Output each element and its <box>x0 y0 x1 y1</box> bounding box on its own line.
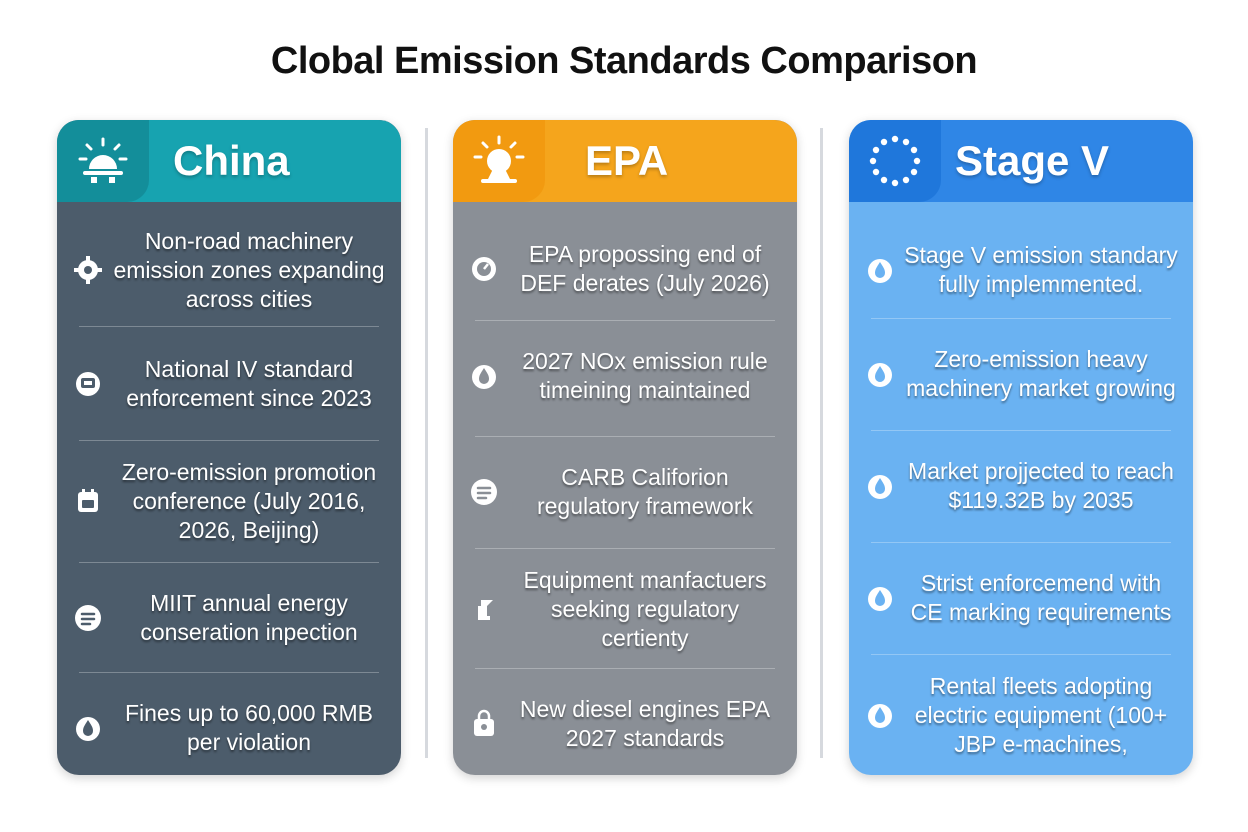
column-separator <box>425 128 428 758</box>
item-text: Zero-emission promotion conference (July… <box>121 458 377 543</box>
divider <box>79 440 379 441</box>
divider <box>871 430 1171 431</box>
item-text: Equipment manfactuers seeking regulatory… <box>523 566 767 651</box>
item-text: Fines up to 60,000 RMB per violation <box>124 700 374 755</box>
item-text: Rental fleets adopting electric equipmen… <box>914 672 1168 757</box>
drop-icon <box>863 469 897 503</box>
list-item: Rental fleets adopting electric equipmen… <box>863 660 1179 770</box>
divider <box>475 668 775 669</box>
list-item: Non-road machinery emission zones expand… <box>71 220 387 320</box>
cog-icon <box>71 253 105 287</box>
eu-stars-icon <box>869 135 921 187</box>
column-title: Stage V <box>955 137 1110 184</box>
list-item: MIIT annual energy conseration inpection <box>71 568 387 668</box>
list-item: Market projjected to reach $119.32B by 2… <box>863 436 1179 536</box>
item-text: MIIT annual energy conseration inpection <box>140 590 358 645</box>
divider <box>475 436 775 437</box>
drop-icon <box>71 711 105 745</box>
header-icon-tab <box>453 120 545 202</box>
divider <box>871 542 1171 543</box>
list-item: Equipment manfactuers seeking regulatory… <box>467 554 783 664</box>
column-stage-v: Stage V Stage V emission standary fully … <box>849 120 1193 775</box>
column-header: China <box>57 120 401 202</box>
column-header: EPA <box>453 120 797 202</box>
column-separator <box>820 128 823 758</box>
page-title: Clobal Emission Standards Comparison <box>270 40 978 82</box>
badge-icon <box>71 367 105 401</box>
drop-icon <box>467 359 501 393</box>
document-icon <box>71 601 105 635</box>
divider <box>871 654 1171 655</box>
column-title: EPA <box>585 137 669 184</box>
calendar-icon <box>71 484 105 518</box>
divider <box>475 548 775 549</box>
column-china: China Non-road machinery emission zones … <box>57 120 401 775</box>
divider <box>79 562 379 563</box>
column-title: China <box>173 137 290 184</box>
list-item: Zero-emission promotion conference (July… <box>71 446 387 556</box>
item-text: CARB Califorion regulatory framework <box>536 464 754 519</box>
list-item: New diesel engines EPA 2027 standards <box>467 674 783 774</box>
drop-icon <box>863 581 897 615</box>
column-epa: EPA EPA propossing end of DEF derates (J… <box>453 120 797 775</box>
divider <box>79 672 379 673</box>
divider <box>79 326 379 327</box>
divider <box>475 320 775 321</box>
item-text: Stage V emission standary fully implemme… <box>904 242 1178 297</box>
list-item: Stage V emission standary fully implemme… <box>863 222 1179 318</box>
item-text: EPA propossing end of DEF derates (July … <box>520 241 770 296</box>
list-item: 2027 NOx emission rule timeining maintai… <box>467 326 783 426</box>
divider <box>871 318 1171 319</box>
header-icon-tab <box>57 120 149 202</box>
item-text: Zero-emission heavy machinery market gro… <box>906 346 1176 401</box>
list-item: Fines up to 60,000 RMB per violation <box>71 678 387 775</box>
item-text: Strist enforcemend with CE marking requi… <box>910 570 1172 625</box>
document-icon <box>467 475 501 509</box>
list-item: National IV standard enforcement since 2… <box>71 334 387 434</box>
item-text: Non-road machinery emission zones expand… <box>113 227 385 312</box>
item-text: National IV standard enforcement since 2… <box>126 356 372 411</box>
list-item: Zero-emission heavy machinery market gro… <box>863 324 1179 424</box>
gauge-icon <box>467 252 501 286</box>
sunrise-icon <box>78 137 128 183</box>
drop-icon <box>863 253 897 287</box>
column-header: Stage V <box>849 120 1193 202</box>
list-item: Strist enforcemend with CE marking requi… <box>863 548 1179 648</box>
drop-icon <box>863 698 897 732</box>
clipboard-icon <box>467 592 501 626</box>
item-text: New diesel engines EPA 2027 standards <box>519 696 771 751</box>
list-item: CARB Califorion regulatory framework <box>467 442 783 542</box>
item-text: Market projjected to reach $119.32B by 2… <box>908 458 1174 513</box>
list-item: EPA propossing end of DEF derates (July … <box>467 224 783 314</box>
sun-icon <box>473 135 525 183</box>
drop-icon <box>863 357 897 391</box>
bag-icon <box>467 707 501 741</box>
item-text: 2027 NOx emission rule timeining maintai… <box>522 348 768 403</box>
header-icon-tab <box>849 120 941 202</box>
